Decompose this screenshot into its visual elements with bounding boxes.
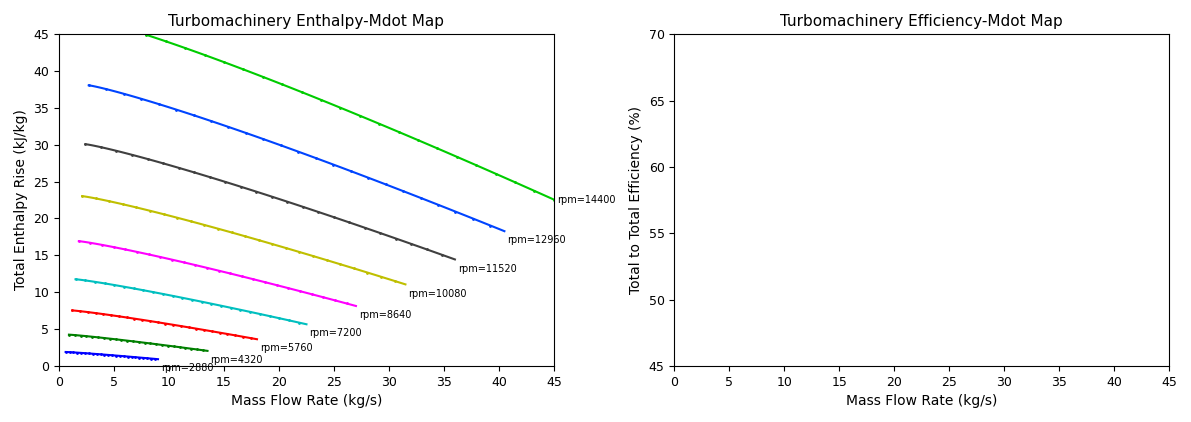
Text: rpm=10080: rpm=10080 [409, 289, 467, 298]
Y-axis label: Total to Total Efficiency (%): Total to Total Efficiency (%) [629, 106, 643, 294]
Text: rpm=11520: rpm=11520 [457, 264, 517, 273]
Text: rpm=12960: rpm=12960 [507, 235, 566, 245]
Text: rpm=7200: rpm=7200 [310, 328, 362, 338]
Text: rpm=8640: rpm=8640 [358, 310, 411, 320]
X-axis label: Mass Flow Rate (kg/s): Mass Flow Rate (kg/s) [846, 394, 997, 408]
Text: rpm=4320: rpm=4320 [211, 355, 263, 365]
Y-axis label: Total Enthalpy Rise (kJ/kg): Total Enthalpy Rise (kJ/kg) [14, 110, 27, 290]
Text: rpm=5760: rpm=5760 [260, 344, 312, 353]
Title: Turbomachinery Efficiency-Mdot Map: Turbomachinery Efficiency-Mdot Map [780, 14, 1064, 29]
Title: Turbomachinery Enthalpy-Mdot Map: Turbomachinery Enthalpy-Mdot Map [168, 14, 444, 29]
Text: rpm=2880: rpm=2880 [161, 363, 213, 373]
X-axis label: Mass Flow Rate (kg/s): Mass Flow Rate (kg/s) [231, 394, 382, 408]
Text: rpm=14400: rpm=14400 [556, 195, 616, 205]
